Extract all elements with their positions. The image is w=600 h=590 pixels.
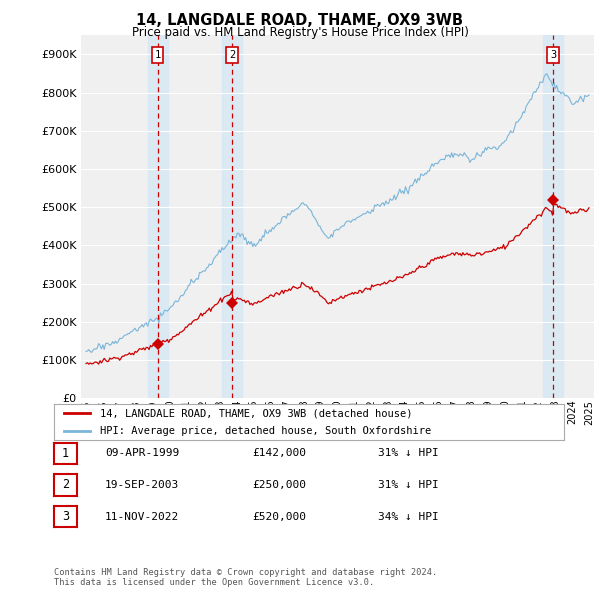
Text: 14, LANGDALE ROAD, THAME, OX9 3WB: 14, LANGDALE ROAD, THAME, OX9 3WB [137,13,464,28]
Bar [543,35,563,398]
Text: 34% ↓ HPI: 34% ↓ HPI [378,512,439,522]
Bar [148,35,167,398]
Text: £142,000: £142,000 [252,448,306,458]
Text: 09-APR-1999: 09-APR-1999 [105,448,179,458]
Text: 11-NOV-2022: 11-NOV-2022 [105,512,179,522]
Text: HPI: Average price, detached house, South Oxfordshire: HPI: Average price, detached house, Sout… [100,426,431,435]
Text: 1: 1 [154,50,161,60]
Text: 3: 3 [550,50,556,60]
Text: 3: 3 [62,510,69,523]
Text: £250,000: £250,000 [252,480,306,490]
Text: 19-SEP-2003: 19-SEP-2003 [105,480,179,490]
Text: £520,000: £520,000 [252,512,306,522]
Text: 14, LANGDALE ROAD, THAME, OX9 3WB (detached house): 14, LANGDALE ROAD, THAME, OX9 3WB (detac… [100,408,412,418]
Bar [222,35,242,398]
Text: 31% ↓ HPI: 31% ↓ HPI [378,448,439,458]
Text: 1: 1 [62,447,69,460]
Text: Contains HM Land Registry data © Crown copyright and database right 2024.
This d: Contains HM Land Registry data © Crown c… [54,568,437,587]
Text: 31% ↓ HPI: 31% ↓ HPI [378,480,439,490]
Text: 2: 2 [229,50,235,60]
Text: 2: 2 [62,478,69,491]
Text: Price paid vs. HM Land Registry's House Price Index (HPI): Price paid vs. HM Land Registry's House … [131,26,469,39]
